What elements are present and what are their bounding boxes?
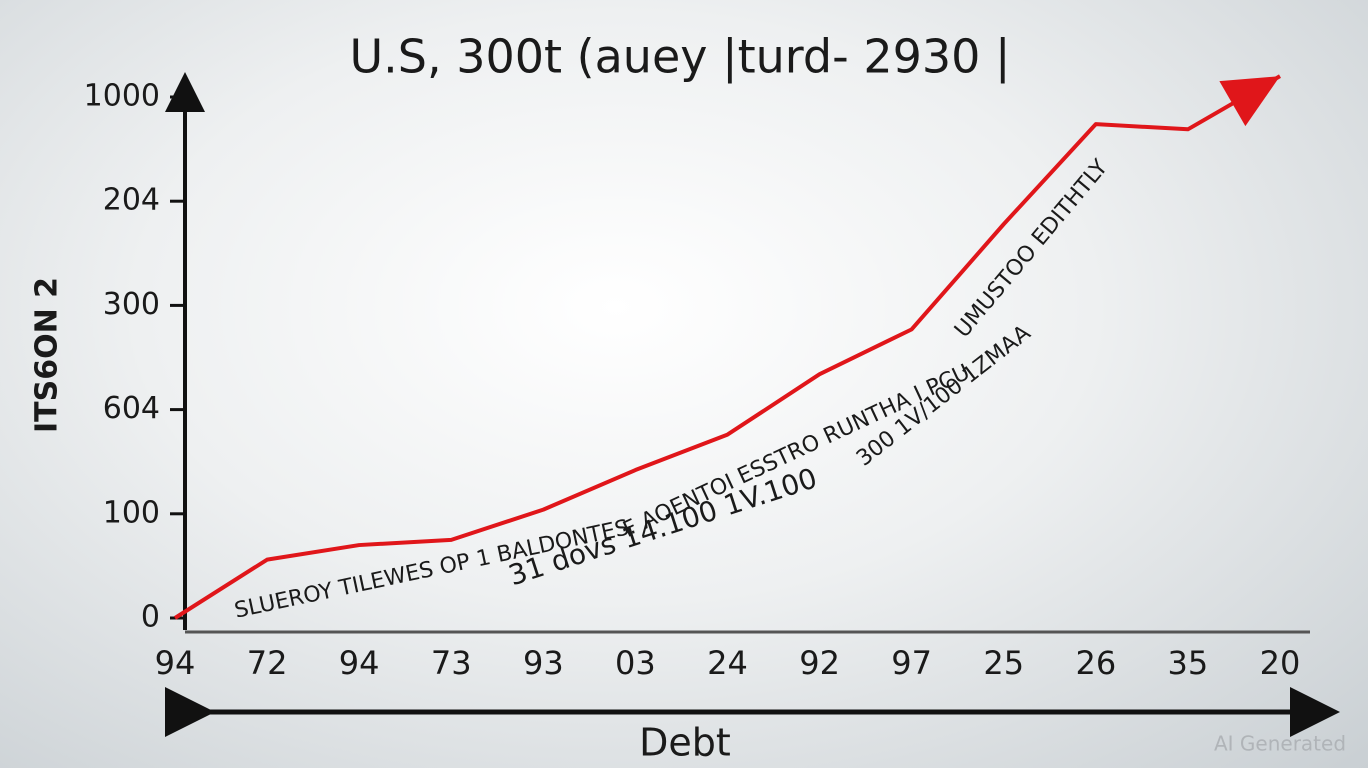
y-tick-label: 0 xyxy=(141,600,160,635)
annotation: UMUSTOO EDITHTLY xyxy=(950,155,1113,343)
x-tick-label: 94 xyxy=(339,644,380,682)
x-tick-label: 92 xyxy=(799,644,840,682)
y-tick-label: 204 xyxy=(103,183,160,218)
y-tick-label: 604 xyxy=(103,391,160,426)
x-tick-label: 73 xyxy=(431,644,472,682)
y-axis-label: ITS6ON 2 xyxy=(30,277,65,433)
line xyxy=(173,74,1281,620)
x-tick-label: 94 xyxy=(155,644,196,682)
x-tick-label: 97 xyxy=(891,644,932,682)
y-tick-label: 100 xyxy=(103,495,160,530)
x-tick-label: 26 xyxy=(1075,644,1116,682)
annotation: 31 dovs 14.100 1V.100 xyxy=(504,461,821,592)
x-axis-label: Debt xyxy=(639,721,731,765)
y-tick-label: 300 xyxy=(103,287,160,322)
chart-title: U.S, 300t (auey |turd- 2930 | xyxy=(349,30,1010,85)
x-tick-label: 20 xyxy=(1260,644,1301,682)
x-tick-label: 03 xyxy=(615,644,656,682)
watermark: AI Generated xyxy=(1214,732,1346,756)
x-tick-label: 35 xyxy=(1168,644,1209,682)
x-tick-label: 93 xyxy=(523,644,564,682)
x-tick-label: 25 xyxy=(983,644,1024,682)
x-tick-label: 72 xyxy=(247,644,288,682)
x-tick-label: 24 xyxy=(707,644,748,682)
arrow-head xyxy=(1219,76,1280,127)
y-tick-label: 1000 xyxy=(84,79,160,114)
